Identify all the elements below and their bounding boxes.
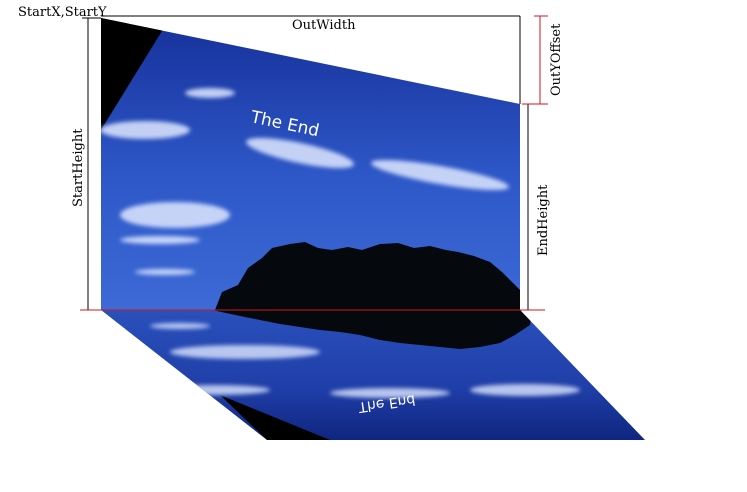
out-y-offset-label: OutYOffset [549,23,564,96]
cloud [330,388,450,398]
reflected-tree-silhouette [212,310,532,349]
lower-image-content: The End [150,310,580,440]
lower-reflection-image: The End [101,310,645,440]
cloud [371,159,509,191]
cloud [120,236,200,244]
cloud [120,202,230,228]
cloud [170,345,320,359]
start-xy-label: StartX,StartY [18,5,107,20]
dimension-lines [80,15,548,311]
cloud [160,385,270,395]
end-height-label: EndHeight [536,184,551,256]
cloud [246,137,354,169]
cloud [150,323,210,329]
out-width-label: OutWidth [292,18,356,33]
cloud [135,269,195,275]
cloud [185,88,235,98]
cloud [101,121,190,139]
lower-black-wedge [220,395,330,440]
upper-sky-image: The End [101,18,520,310]
diagram-labels: StartX,StartY OutWidth OutYOffset StartH… [18,5,564,256]
upper-image-content: The End [101,18,520,310]
upper-left-black-wedge [101,18,170,130]
start-height-label: StartHeight [71,128,86,207]
tree-silhouette [215,242,520,310]
cloud [470,384,580,396]
upper-clouds [101,88,509,275]
